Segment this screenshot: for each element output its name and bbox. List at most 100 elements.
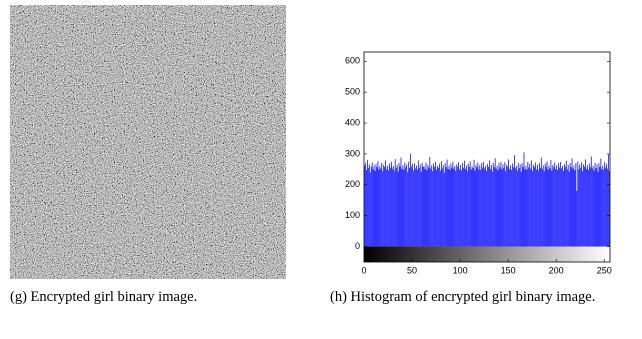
bar: [422, 163, 423, 247]
bar: [401, 158, 402, 247]
bar: [545, 163, 546, 246]
bar: [387, 166, 388, 247]
bar: [398, 172, 399, 247]
bar: [561, 168, 562, 246]
bar: [369, 164, 370, 246]
bar: [546, 167, 547, 247]
bar: [486, 171, 487, 247]
bar: [419, 168, 420, 247]
bar: [399, 163, 400, 246]
bar: [604, 162, 605, 247]
bar: [437, 166, 438, 247]
bar: [588, 170, 589, 247]
caption-g: (g) Encrypted girl binary image.: [10, 286, 197, 308]
bar: [585, 159, 586, 246]
bar: [458, 162, 459, 246]
bar: [382, 171, 383, 246]
bar: [433, 163, 434, 246]
bar: [370, 172, 371, 246]
bar: [470, 161, 471, 246]
bar: [430, 169, 431, 247]
bar: [509, 169, 510, 247]
bar: [468, 163, 469, 246]
bar: [510, 165, 511, 246]
bar: [524, 152, 525, 246]
bar: [500, 168, 501, 247]
bar: [587, 165, 588, 246]
bar: [439, 164, 440, 247]
bar: [528, 168, 529, 247]
bar: [385, 160, 386, 246]
bar: [365, 163, 366, 246]
bar: [457, 167, 458, 247]
bar: [414, 163, 415, 246]
bar: [406, 164, 407, 246]
encrypted-image: [10, 5, 286, 279]
bar: [429, 157, 430, 247]
bar: [568, 165, 569, 247]
bar: [383, 165, 384, 247]
bar: [601, 169, 602, 246]
bar: [501, 162, 502, 247]
bar: [576, 191, 577, 247]
bar: [551, 171, 552, 247]
bar: [442, 168, 443, 246]
bar: [502, 169, 503, 246]
bar: [394, 171, 395, 247]
bar: [580, 168, 581, 247]
bar: [551, 160, 552, 246]
y-tick-label: 0: [355, 241, 360, 251]
bar: [478, 169, 479, 246]
bar: [576, 163, 577, 246]
bar: [420, 164, 421, 246]
bar: [589, 163, 590, 246]
bar: [552, 165, 553, 247]
bar: [482, 168, 483, 247]
bar: [547, 161, 548, 246]
bar: [441, 161, 442, 247]
bar: [376, 164, 377, 247]
x-tick-label: 0: [361, 265, 366, 275]
bar: [367, 160, 368, 247]
bar: [459, 169, 460, 246]
bar: [413, 171, 414, 247]
bar: [453, 169, 454, 247]
bar: [427, 170, 428, 246]
bar: [380, 168, 381, 246]
bar: [541, 158, 542, 247]
bar: [517, 171, 518, 247]
bar: [603, 170, 604, 247]
bar: [386, 169, 387, 246]
bar: [404, 163, 405, 247]
bar: [594, 171, 595, 247]
bar: [415, 168, 416, 246]
bar: [540, 168, 541, 247]
bar: [553, 167, 554, 246]
bar: [417, 170, 418, 247]
bar: [539, 163, 540, 246]
x-tick-label: 50: [407, 265, 417, 275]
bar: [511, 170, 512, 247]
bar: [586, 169, 587, 247]
bar: [471, 170, 472, 247]
bar: [499, 163, 500, 246]
bar: [372, 163, 373, 247]
bar: [395, 159, 396, 246]
bar: [492, 172, 493, 247]
bar: [557, 170, 558, 247]
bar: [480, 170, 481, 247]
bar: [425, 169, 426, 247]
bar: [605, 168, 606, 247]
bar: [455, 171, 456, 247]
caption-h: (h) Histogram of encrypted girl binary i…: [330, 286, 616, 308]
bar: [483, 162, 484, 247]
bar: [567, 169, 568, 246]
bar: [391, 162, 392, 247]
bar: [443, 165, 444, 247]
colorbar: [364, 247, 610, 262]
bar: [526, 170, 527, 247]
bar: [555, 169, 556, 247]
bar: [368, 168, 369, 247]
bar: [575, 170, 576, 246]
bar: [405, 167, 406, 246]
